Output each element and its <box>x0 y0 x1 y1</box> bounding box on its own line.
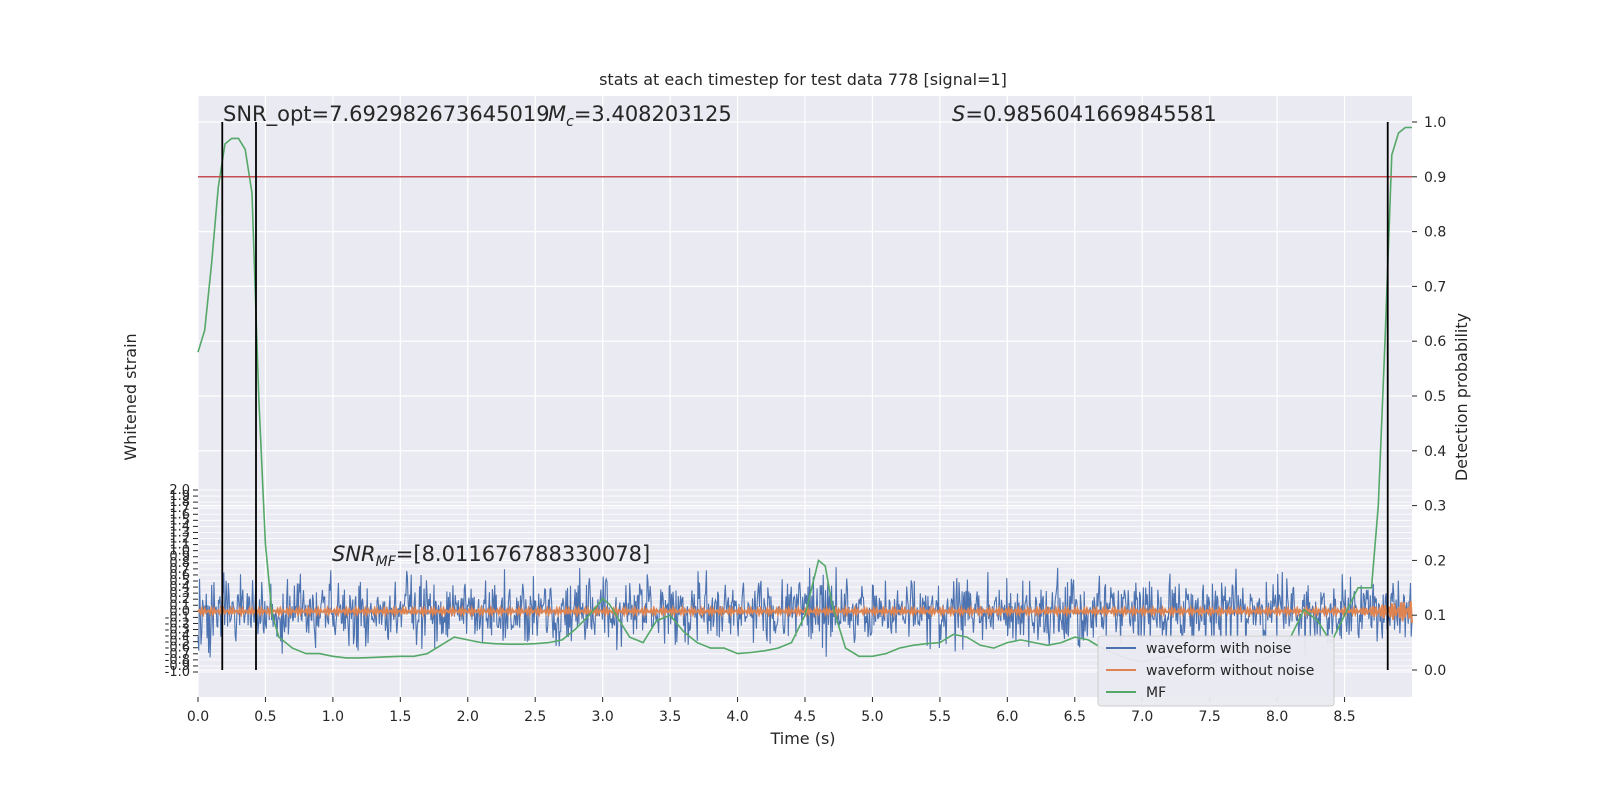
x-tick-label: 3.5 <box>659 709 681 725</box>
x-tick-label: 8.5 <box>1333 709 1355 725</box>
x-tick-label: 8.0 <box>1266 709 1288 725</box>
x-tick-label: 7.0 <box>1131 709 1153 725</box>
left-y-tick-label: -1.0 <box>165 665 190 680</box>
x-axis-label: Time (s) <box>769 729 835 748</box>
legend-label-clean: waveform without noise <box>1146 663 1314 679</box>
right-y-tick-label: 0.1 <box>1424 608 1446 624</box>
x-tick-label: 6.0 <box>996 709 1018 725</box>
annotation-s: S=0.9856041669845581 <box>952 102 1217 126</box>
right-y-tick-label: 0.7 <box>1424 279 1446 295</box>
x-tick-label: 1.0 <box>322 709 344 725</box>
right-y-tick-label: 0.5 <box>1424 389 1446 405</box>
x-tick-label: 5.5 <box>929 709 951 725</box>
x-tick-label: 3.0 <box>592 709 614 725</box>
right-y-tick-label: 0.4 <box>1424 444 1446 460</box>
legend: waveform with noise waveform without noi… <box>1098 636 1334 706</box>
right-y-tick-label: 0.0 <box>1424 663 1446 679</box>
x-tick-label: 0.0 <box>187 709 209 725</box>
right-y-axis-ticks: 1.0 0.9 0.8 0.7 0.6 0.5 0.4 0.3 0.2 0.1 0.0 <box>1412 115 1446 679</box>
right-y-tick-label: 0.3 <box>1424 499 1446 515</box>
right-y-axis-label: Detection probability <box>1452 313 1471 481</box>
right-y-tick-label: 0.9 <box>1424 170 1446 186</box>
legend-label-noise: waveform with noise <box>1146 641 1291 657</box>
x-tick-label: 2.0 <box>457 709 479 725</box>
annotation-mc: Mc=3.408203125 <box>548 102 732 130</box>
right-y-tick-label: 1.0 <box>1424 115 1446 131</box>
annotation-snr-opt: SNR_opt=7.692982673645019 <box>223 102 550 127</box>
x-tick-label: 7.5 <box>1199 709 1221 725</box>
left-y-axis-ticks: 2.01.91.81.71.61.51.41.31.21.11.00.90.80… <box>165 483 198 680</box>
chart-title: stats at each timestep for test data 778… <box>599 70 1007 89</box>
x-tick-label: 6.5 <box>1064 709 1086 725</box>
x-tick-label: 4.5 <box>794 709 816 725</box>
right-y-tick-label: 0.2 <box>1424 553 1446 569</box>
right-y-tick-label: 0.6 <box>1424 334 1446 350</box>
legend-label-mf: MF <box>1146 685 1166 701</box>
x-tick-label: 5.0 <box>861 709 883 725</box>
right-y-tick-label: 0.8 <box>1424 225 1446 241</box>
x-tick-label: 2.5 <box>524 709 546 725</box>
x-tick-label: 1.5 <box>389 709 411 725</box>
left-y-axis-label: Whitened strain <box>121 333 140 460</box>
x-tick-label: 4.0 <box>726 709 748 725</box>
x-tick-label: 0.5 <box>254 709 276 725</box>
